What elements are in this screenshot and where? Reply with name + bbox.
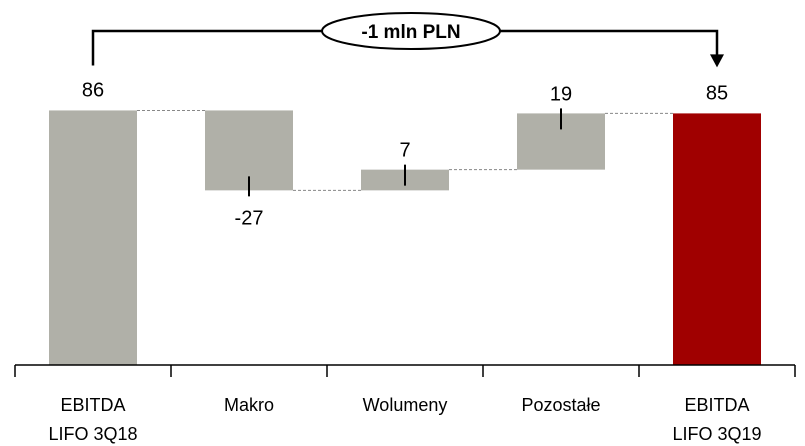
annotation-ellipse <box>321 12 501 50</box>
x-tick-label-0-0: EBITDA <box>60 395 125 415</box>
value-ticks <box>248 108 562 197</box>
annotation: -1 mln PLN <box>91 12 724 68</box>
x-tick-label-4-0: EBITDA <box>684 395 749 415</box>
value-label-2: 7 <box>399 140 410 162</box>
value-label-4: 85 <box>706 82 728 104</box>
bar-0 <box>49 110 137 365</box>
bar-4 <box>673 113 761 366</box>
annotation-arrowhead <box>710 54 724 68</box>
x-tick-label-1: Makro <box>224 395 274 415</box>
x-axis: EBITDA LIFO 3Q18 Makro Wolumeny Pozostałe EBI… <box>14 364 796 444</box>
x-tick-label-3: Pozostałe <box>521 395 600 415</box>
value-label-0: 86 <box>82 79 104 101</box>
x-tick-label-0-1: LIFO 3Q18 <box>48 424 137 444</box>
x-tick-label-2: Wolumeny <box>363 395 448 415</box>
value-labels: 86 -27 7 19 85 <box>82 79 728 229</box>
value-label-1: -27 <box>235 207 264 229</box>
x-tick-label-4-1: LIFO 3Q19 <box>672 424 761 444</box>
connector-lines <box>137 109 673 191</box>
annotation-text: -1 mln PLN <box>361 22 460 43</box>
bars <box>49 110 761 366</box>
value-label-3: 19 <box>550 83 572 105</box>
